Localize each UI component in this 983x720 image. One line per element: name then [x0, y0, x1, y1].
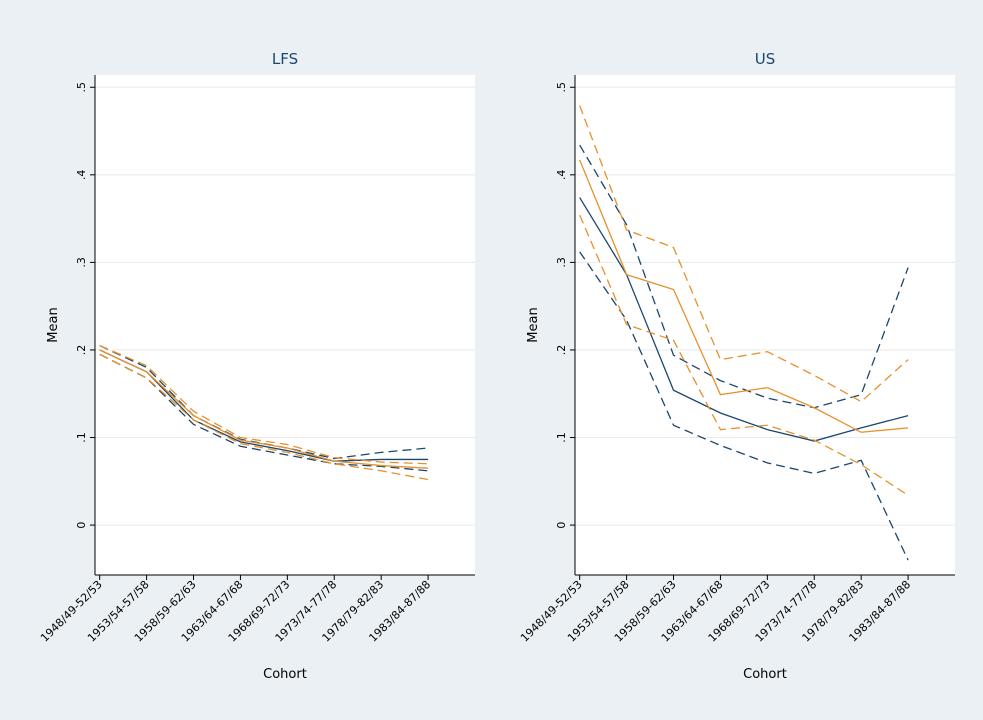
y-axis-label: Mean — [526, 307, 541, 342]
y-tick-label: 0 — [555, 522, 568, 529]
series-line — [579, 197, 909, 442]
x-axis-label: Cohort — [263, 667, 307, 682]
series-line — [99, 344, 429, 460]
y-tick-label: .5 — [75, 82, 88, 93]
chart-title: LFS — [272, 50, 298, 68]
y-tick-label: .4 — [555, 170, 568, 181]
series-line — [99, 349, 429, 469]
y-tick-label: .3 — [555, 257, 568, 268]
y-tick-label: .2 — [75, 345, 88, 356]
series-line — [579, 105, 909, 403]
y-tick-label: .3 — [75, 257, 88, 268]
series-line — [579, 214, 909, 496]
series-line — [99, 353, 429, 481]
x-axis-label: Cohort — [743, 667, 787, 682]
y-tick-label: .4 — [75, 170, 88, 181]
y-tick-label: 0 — [75, 522, 88, 529]
chart-title: US — [755, 50, 776, 68]
plot-area — [95, 75, 475, 575]
y-tick-label: .1 — [75, 432, 88, 443]
series-line — [579, 251, 909, 561]
y-tick-label: .2 — [555, 345, 568, 356]
y-tick-label: .1 — [555, 432, 568, 443]
series-line — [99, 344, 429, 465]
y-tick-label: .5 — [555, 82, 568, 93]
plot-area — [575, 75, 955, 575]
y-axis-label: Mean — [46, 307, 61, 342]
series-line — [579, 159, 909, 433]
